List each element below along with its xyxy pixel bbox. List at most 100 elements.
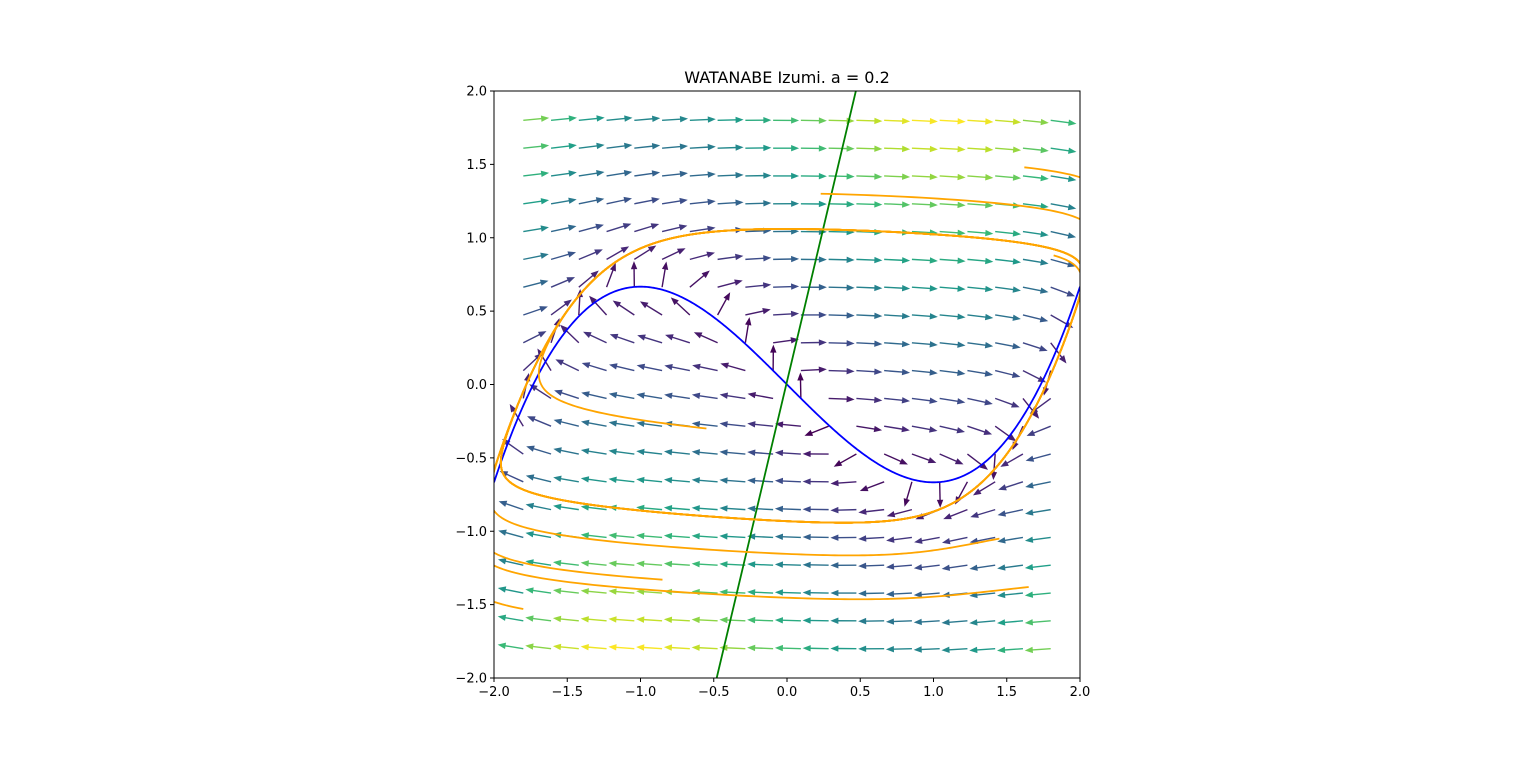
vector-arrow [995, 118, 1022, 125]
vector-arrow [550, 142, 577, 150]
vector-arrow [773, 283, 800, 290]
vector-arrow [800, 366, 827, 373]
vector-arrow [911, 285, 938, 292]
vector-arrow [633, 245, 657, 260]
vector-arrow [578, 142, 605, 150]
y-tick-label: 1.0 [466, 231, 487, 246]
vector-arrow [606, 196, 633, 205]
vector-arrow [967, 257, 994, 265]
vector-arrow [800, 200, 827, 208]
vector-arrow [828, 145, 855, 152]
vector-arrow [745, 116, 772, 124]
vector-arrow [691, 477, 718, 484]
vector-arrow [830, 506, 857, 514]
trajectories [494, 166, 1080, 610]
x-tick-label: 2.0 [1070, 685, 1091, 700]
vector-arrow [720, 362, 746, 372]
vector-arrow [606, 115, 633, 122]
vector-arrow [774, 533, 801, 540]
vector-arrow [939, 425, 966, 434]
vector-arrow [525, 615, 552, 622]
vector-arrow [497, 586, 524, 594]
vector-arrow [856, 312, 883, 319]
vector-arrow [828, 173, 855, 180]
vector-arrow [1022, 286, 1049, 294]
vector-arrow [939, 397, 966, 405]
vector-arrow [828, 312, 855, 319]
vector-arrow [745, 308, 771, 316]
vector-arrow [856, 368, 883, 375]
vector-arrow [939, 313, 966, 320]
vector-arrow [580, 476, 607, 483]
nullclines [494, 91, 1080, 678]
vector-arrow [608, 476, 635, 483]
vector-arrow [636, 504, 663, 512]
vector-arrow [744, 317, 752, 343]
vector-arrow [800, 117, 827, 124]
vector-arrow [634, 115, 661, 122]
vector-arrow [580, 560, 607, 567]
vector-arrow [553, 503, 579, 511]
vector-arrow [719, 449, 746, 456]
vector-arrow [636, 532, 663, 540]
vector-arrow [858, 590, 885, 597]
vector-arrow [800, 256, 827, 263]
vector-arrow [802, 533, 829, 541]
vector-arrow [1025, 508, 1051, 516]
vector-arrow [800, 339, 827, 346]
vector-arrow [636, 420, 663, 428]
x-tick-label: −1.5 [551, 685, 583, 700]
vector-arrow [663, 644, 690, 651]
vector-arrow [939, 173, 966, 181]
vector-arrow [858, 562, 885, 570]
vector-arrow [1050, 258, 1076, 268]
vector-arrow [911, 173, 938, 181]
vector-arrow [664, 363, 690, 372]
y-tick-label: −0.5 [455, 451, 487, 466]
vector-arrow [1022, 118, 1049, 126]
vector-arrow [747, 616, 774, 624]
vector-arrow [550, 115, 577, 122]
x-tick-label: −0.5 [698, 685, 730, 700]
vector-arrow [636, 560, 663, 568]
vector-arrow [1025, 453, 1051, 462]
vector-arrow [693, 332, 718, 344]
vector-arrow [800, 284, 827, 291]
vector-arrow [553, 475, 579, 483]
vector-arrow [884, 368, 911, 376]
vector-arrow [828, 284, 855, 291]
vector-arrow [911, 341, 938, 348]
vector-arrow [967, 201, 994, 209]
y-tick-label: −1.0 [455, 525, 487, 540]
vector-arrow [856, 173, 883, 180]
vector-arrow [716, 292, 731, 316]
vector-arrow [911, 397, 938, 404]
vector-arrow [747, 391, 774, 400]
vector-arrow [997, 508, 1024, 517]
vector-arrow [939, 201, 966, 209]
vector-arrow [606, 142, 633, 150]
vector-arrow [802, 506, 829, 513]
vector-arrow [774, 449, 801, 457]
vector-arrow [663, 532, 690, 540]
vector-arrow [581, 391, 607, 400]
vector-arrow [553, 447, 579, 455]
vector-arrow [664, 392, 690, 400]
vector-arrow [719, 533, 746, 540]
vector-arrow [828, 395, 855, 403]
y-tick-label: 0.5 [466, 305, 487, 320]
vector-arrow [1050, 175, 1077, 183]
vector-arrow [552, 615, 579, 623]
vector-arrow [913, 646, 940, 653]
vector-arrow [552, 587, 579, 595]
vector-arrow [747, 561, 774, 568]
x-axis-ticks: −2.0 −1.5 −1.0 −0.5 0.0 0.5 1.0 1.5 2.0 [478, 678, 1090, 700]
vector-arrow [497, 642, 524, 650]
vector-arrow [747, 589, 774, 596]
vector-arrow [578, 115, 605, 122]
vector-arrow [691, 560, 718, 568]
vector-arrow [523, 170, 550, 177]
vector-arrow [636, 392, 663, 400]
vector-arrow [858, 617, 885, 625]
vector-arrow [1050, 230, 1077, 239]
